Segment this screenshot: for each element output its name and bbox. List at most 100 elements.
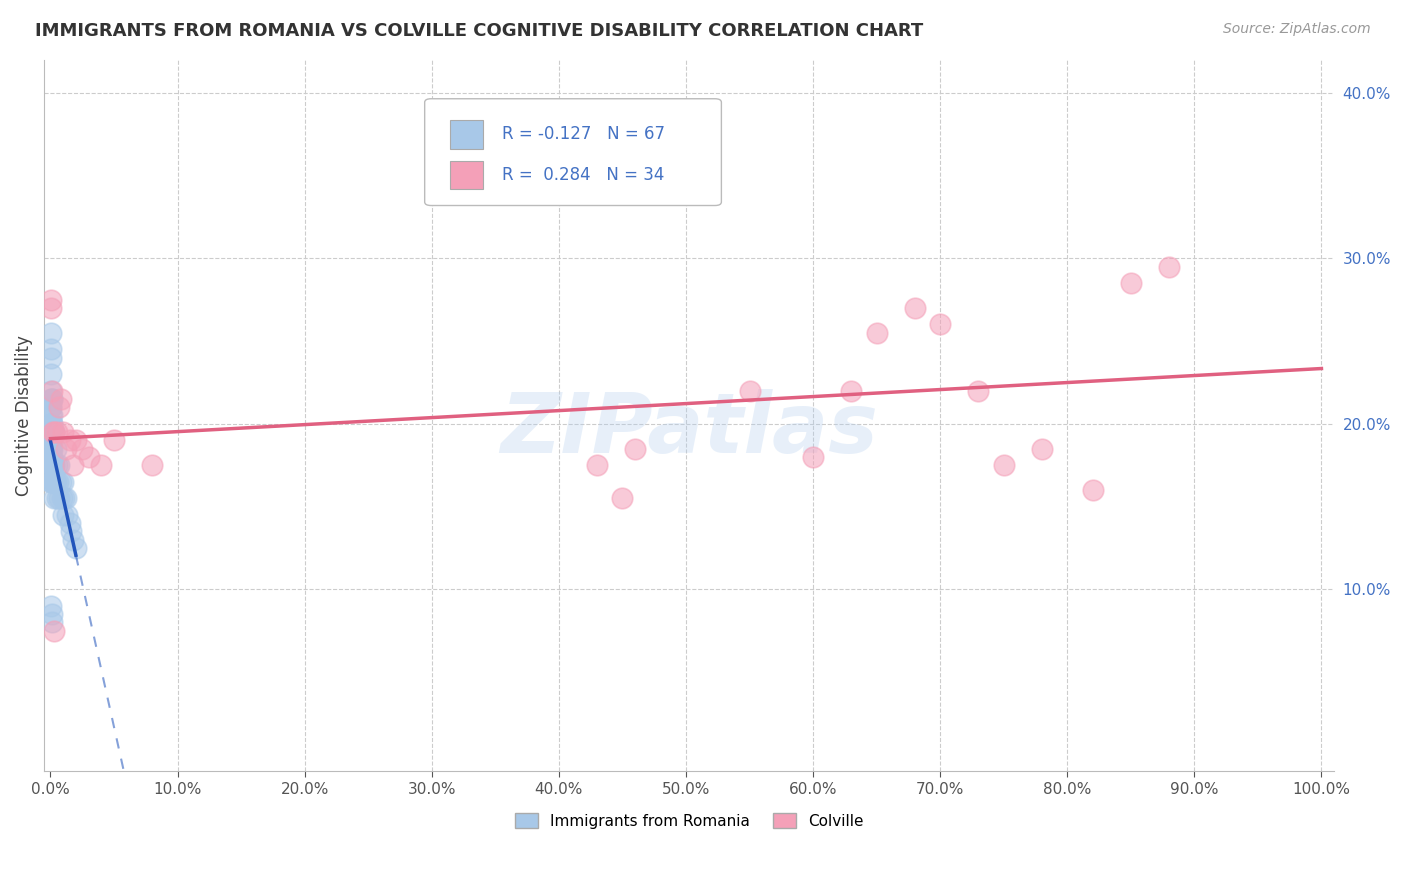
Point — [49, 475, 72, 489]
Point — [45, 425, 67, 439]
Point — [42, 425, 65, 439]
Point — [41, 442, 63, 456]
Point — [41, 607, 63, 621]
Point — [65, 434, 87, 448]
Point — [1157, 260, 1180, 274]
Point — [42, 491, 65, 506]
Point — [39, 458, 62, 472]
Point — [39, 442, 62, 456]
Point — [42, 475, 65, 489]
Point — [58, 434, 80, 448]
Point — [58, 516, 80, 530]
Point — [41, 425, 63, 439]
Point — [41, 409, 63, 423]
Point — [41, 458, 63, 472]
Point — [70, 442, 93, 456]
Point — [41, 392, 63, 406]
Point — [41, 475, 63, 489]
Point — [39, 450, 62, 464]
Point — [77, 450, 100, 464]
Point — [52, 508, 75, 522]
Point — [39, 343, 62, 357]
Text: R =  0.284   N = 34: R = 0.284 N = 34 — [502, 166, 665, 184]
Point — [48, 491, 70, 506]
Point — [41, 458, 63, 472]
Point — [39, 301, 62, 315]
Point — [65, 541, 87, 555]
Point — [141, 458, 163, 472]
Point — [45, 442, 67, 456]
Point — [967, 384, 990, 398]
Point — [41, 615, 63, 630]
Point — [41, 392, 63, 406]
Point — [41, 401, 63, 415]
Point — [41, 367, 63, 381]
Point — [39, 293, 62, 307]
Point — [39, 417, 62, 431]
Point — [1119, 276, 1142, 290]
Point — [45, 475, 67, 489]
Point — [42, 425, 65, 439]
Point — [39, 475, 62, 489]
Point — [44, 425, 66, 439]
Point — [801, 450, 824, 464]
Point — [39, 442, 62, 456]
Point — [612, 491, 634, 506]
Point — [41, 467, 63, 481]
Point — [39, 392, 62, 406]
Point — [41, 425, 63, 439]
Point — [39, 351, 62, 365]
Point — [41, 450, 63, 464]
Point — [52, 475, 75, 489]
Point — [865, 326, 887, 340]
Point — [45, 458, 67, 472]
Point — [48, 458, 70, 472]
Point — [624, 442, 647, 456]
Point — [929, 318, 952, 332]
Point — [41, 425, 63, 439]
FancyBboxPatch shape — [450, 161, 482, 189]
Point — [39, 409, 62, 423]
Point — [39, 434, 62, 448]
Point — [46, 475, 69, 489]
Point — [44, 425, 66, 439]
Point — [42, 458, 65, 472]
Point — [90, 458, 112, 472]
Point — [41, 450, 63, 464]
Point — [45, 491, 67, 506]
Point — [53, 491, 76, 506]
Point — [39, 326, 62, 340]
Point — [39, 401, 62, 415]
Point — [103, 434, 125, 448]
Point — [993, 458, 1015, 472]
FancyBboxPatch shape — [450, 120, 482, 149]
Point — [904, 301, 927, 315]
Point — [41, 417, 63, 431]
Point — [44, 475, 66, 489]
Y-axis label: Cognitive Disability: Cognitive Disability — [15, 335, 32, 496]
Point — [41, 384, 63, 398]
Point — [48, 401, 70, 415]
Point — [41, 425, 63, 439]
Text: Source: ZipAtlas.com: Source: ZipAtlas.com — [1223, 22, 1371, 37]
Point — [41, 434, 63, 448]
Point — [41, 425, 63, 439]
Point — [56, 508, 79, 522]
Point — [55, 491, 77, 506]
Point — [738, 384, 761, 398]
FancyBboxPatch shape — [425, 99, 721, 205]
Point — [44, 458, 66, 472]
Point — [42, 458, 65, 472]
Point — [55, 442, 77, 456]
Point — [41, 417, 63, 431]
Point — [839, 384, 862, 398]
Point — [586, 458, 609, 472]
Point — [42, 475, 65, 489]
Point — [41, 599, 63, 613]
Point — [52, 425, 75, 439]
Point — [51, 491, 73, 506]
Point — [39, 384, 62, 398]
Point — [1081, 483, 1104, 497]
Point — [41, 458, 63, 472]
Point — [41, 458, 63, 472]
